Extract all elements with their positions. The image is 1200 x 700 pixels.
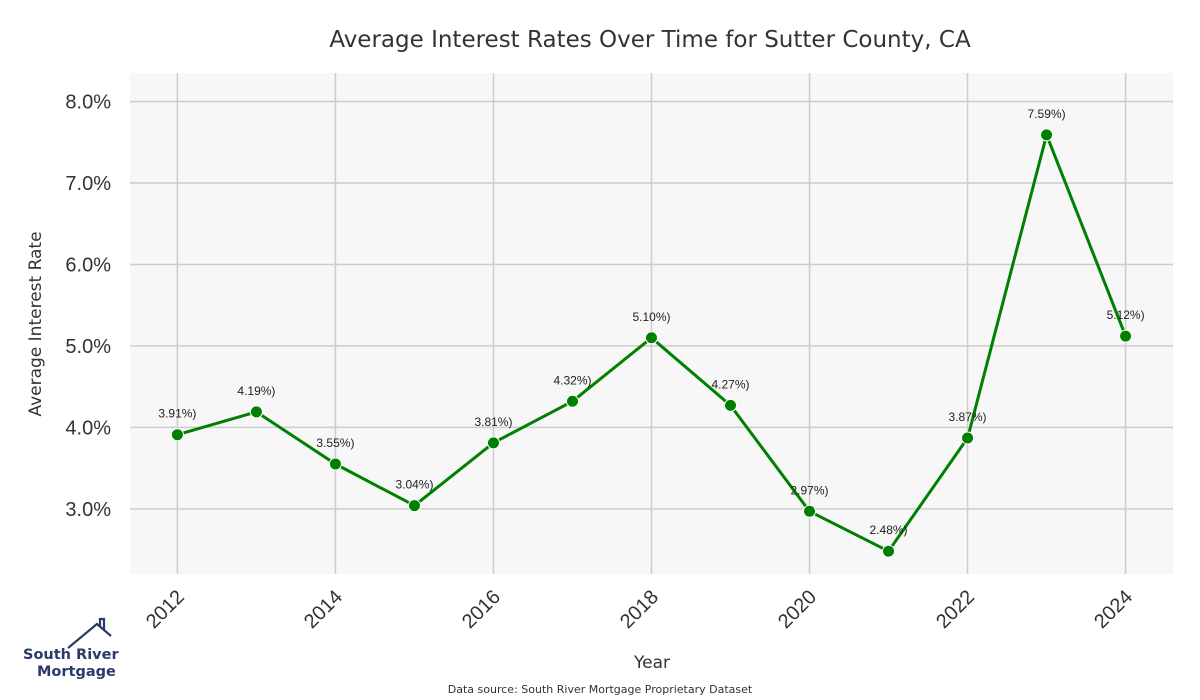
x-axis-ticks: 2012 2014 2016 2018 2020 2022 2024 [142, 586, 1137, 633]
data-label: 3.81%) [474, 415, 512, 429]
data-point [328, 457, 342, 471]
data-label: 5.12%) [1107, 308, 1145, 322]
data-points [170, 128, 1133, 558]
x-tick-label: 2014 [300, 586, 347, 633]
x-axis-label: Year [633, 653, 670, 673]
x-tick-label: 2024 [1090, 586, 1137, 633]
data-point [249, 405, 263, 419]
data-point [803, 504, 817, 518]
x-tick-label: 2018 [616, 586, 663, 633]
data-point [486, 436, 500, 450]
data-point [407, 499, 421, 513]
y-tick-label: 7.0% [65, 173, 111, 195]
data-label: 3.55%) [316, 436, 354, 450]
x-tick-label: 2016 [458, 586, 505, 633]
y-axis-ticks: 3.0% 4.0% 5.0% 6.0% 7.0% 8.0% [65, 92, 111, 521]
data-source-note: Data source: South River Mortgage Propri… [448, 683, 753, 696]
house-roof-icon [67, 617, 112, 649]
data-point [1119, 329, 1133, 343]
x-tick-label: 2020 [774, 586, 821, 633]
data-point [645, 331, 658, 345]
y-tick-label: 3.0% [65, 499, 111, 521]
data-point [565, 394, 579, 408]
logo-line-2: Mortgage [37, 664, 116, 680]
data-label: 2.48%) [870, 523, 908, 537]
x-tick-label: 2022 [932, 586, 979, 633]
data-label: 4.27%) [711, 377, 749, 391]
data-label: 3.87%) [949, 410, 987, 424]
data-point [961, 431, 975, 445]
data-point [170, 428, 184, 442]
x-tick-label: 2012 [142, 586, 189, 633]
data-point [1040, 128, 1054, 142]
data-point [724, 398, 738, 412]
y-tick-label: 6.0% [65, 254, 111, 276]
company-logo: South River Mortgage [23, 617, 119, 680]
data-labels: 3.91%) 4.19%) 3.55%) 3.04%) 3.81%) 4.32%) 5.10… [158, 107, 1144, 537]
data-label: 4.32%) [553, 373, 591, 387]
data-label: 2.97%) [791, 483, 829, 497]
data-label: 7.59%) [1028, 107, 1066, 121]
y-tick-label: 8.0% [65, 92, 111, 114]
chart-title: Average Interest Rates Over Time for Sut… [329, 27, 971, 53]
logo-line-1: South River [23, 647, 119, 663]
data-point [882, 544, 896, 558]
data-label: 3.91%) [158, 407, 196, 421]
data-label: 3.04%) [395, 478, 433, 492]
data-label: 5.10%) [632, 310, 670, 324]
y-axis-label: Average Interest Rate [26, 231, 46, 416]
data-label: 4.19%) [237, 384, 275, 398]
y-tick-label: 4.0% [65, 417, 111, 439]
grid-lines [130, 73, 1173, 574]
y-tick-label: 5.0% [65, 336, 111, 358]
